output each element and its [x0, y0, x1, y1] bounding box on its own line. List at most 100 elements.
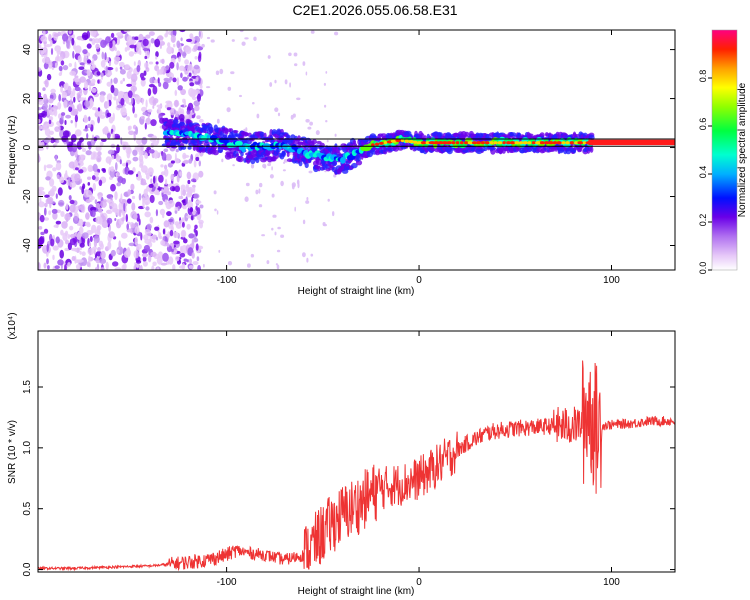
- spectrogram-noise-cell: [129, 44, 137, 49]
- spectrogram-noise-cell: [138, 150, 144, 156]
- spectrogram-noise-cell: [113, 96, 117, 101]
- spectrogram-noise-cell: [111, 154, 115, 160]
- spectrogram-noise-cell: [149, 77, 155, 84]
- spectrogram-noise-cell: [105, 199, 112, 203]
- snr-y-tick-label: 0.5: [22, 501, 33, 515]
- spectrogram-noise-cell: [46, 73, 52, 81]
- spectrogram-noise-cell: [196, 256, 200, 262]
- spectrogram-noise-cell: [58, 65, 63, 72]
- spectrogram-noise-cell: [79, 137, 84, 143]
- spectrogram-noise-cell: [193, 89, 201, 95]
- spectrogram-noise-cell: [136, 139, 142, 145]
- spectrogram-noise-cell: [267, 55, 271, 59]
- spectrogram-track-cell: [539, 132, 545, 138]
- spectrogram-noise-cell: [99, 141, 104, 147]
- spectrogram-noise-cell: [38, 97, 44, 106]
- colorbar-ticks: 0.0 0.2 0.4 0.6 0.8: [698, 70, 712, 274]
- spectrogram-noise-cell: [323, 223, 327, 227]
- spectrogram-noise-cell: [189, 258, 192, 264]
- snr-y-tick-label: 1.5: [22, 380, 33, 394]
- spectrogram-noise-cell: [107, 72, 113, 76]
- spectrogram-track-peak: [375, 142, 380, 146]
- spectrogram-noise-cell: [61, 91, 68, 99]
- spectrogram-noise-cell: [91, 78, 96, 84]
- spectrogram-noise-cell: [334, 31, 339, 36]
- spectrogram-noise-cell: [186, 223, 191, 230]
- spectrogram-noise-cell: [191, 240, 195, 249]
- spectrogram-noise-cell: [83, 55, 87, 65]
- spectrogram-noise-cell: [189, 207, 194, 213]
- spectrogram-noise-cell: [188, 265, 194, 269]
- spectrogram-noise-cell: [92, 58, 95, 67]
- spectrogram-noise-cell: [87, 248, 95, 255]
- spectrogram-noise-cell: [170, 173, 175, 182]
- spectrogram-noise-cell: [67, 262, 71, 267]
- spectrogram-noise-cell: [116, 249, 120, 254]
- spectrogram-noise-cell: [160, 67, 163, 75]
- spectrogram-noise-cell: [96, 71, 101, 76]
- spectrogram-noise-cell: [58, 72, 62, 76]
- spectrogram-noise-cell: [76, 231, 82, 241]
- spectrogram-noise-cell: [54, 62, 58, 68]
- spectrogram-noise-cell: [144, 152, 149, 159]
- spectrogram-noise-cell: [54, 265, 60, 270]
- spectrogram-noise-cell: [88, 255, 91, 263]
- spectrogram-noise-cell: [155, 236, 159, 241]
- spectrogram-noise-cell: [113, 87, 119, 97]
- spectrogram-noise-cell: [124, 94, 127, 102]
- spectrogram-track-peak: [509, 141, 516, 145]
- spectrogram-noise-cell: [38, 119, 41, 123]
- spectrogram-noise-cell: [144, 55, 148, 60]
- spectrogram-noise-cell: [178, 195, 184, 200]
- spectrogram-noise-cell: [116, 104, 124, 109]
- spectrogram-noise-cell: [306, 197, 309, 201]
- spectrogram-noise-cell: [82, 183, 86, 190]
- spectrogram-noise-cell: [57, 101, 62, 110]
- spectrogram-noise-cell: [195, 200, 202, 204]
- spectrogram-noise-cell: [165, 100, 172, 105]
- spectrogram-noise-cell: [170, 34, 176, 43]
- spectrogram-noise-cell: [174, 185, 181, 193]
- spectrogram-noise-cell: [296, 179, 300, 185]
- spectrogram-noise-cell: [305, 119, 310, 123]
- spectrogram-noise-cell: [46, 258, 49, 265]
- spectrogram-track-cell: [298, 160, 303, 167]
- spectrogram-noise-cell: [156, 267, 160, 270]
- spectrogram-noise-cell: [180, 37, 183, 42]
- spectrogram-noise-cell: [46, 164, 53, 169]
- spectrogram-noise-cell: [81, 32, 89, 40]
- spectrogram-noise-cell: [85, 222, 88, 226]
- spectrogram-noise-cell: [92, 183, 97, 192]
- spectrogram-noise-cell: [63, 83, 68, 90]
- spectrogram-noise-cell: [101, 51, 105, 60]
- spectrogram-noise-cell: [163, 148, 169, 153]
- spectrogram-noise-cell: [213, 190, 217, 195]
- spectrogram-noise-cell: [76, 140, 83, 150]
- spectrogram-noise-cell: [121, 232, 128, 239]
- spectrogram-track-peak: [502, 141, 506, 145]
- spectrogram-noise-cell: [334, 133, 337, 137]
- spectrogram-noise-cell: [64, 213, 71, 221]
- spectrogram-noise-cell: [160, 164, 164, 168]
- spectrogram-noise-cell: [38, 113, 45, 118]
- spectrogram-noise-cell: [173, 43, 176, 48]
- spectrogram-noise-cell: [326, 139, 329, 143]
- spectrogram-y-tick-label: -40: [22, 238, 33, 253]
- spectrogram-noise-cell: [116, 50, 121, 57]
- spectrogram-noise-cell: [186, 215, 192, 219]
- spectrogram-noise-cell: [173, 249, 178, 254]
- spectrogram-noise-cell: [173, 240, 180, 245]
- spectrogram-track-peak: [544, 141, 549, 145]
- spectrogram-noise-cell: [54, 45, 61, 52]
- spectrogram-noise-cell: [150, 178, 153, 185]
- spectrogram-noise-cell: [78, 204, 85, 211]
- snr-frame: [37, 330, 676, 573]
- spectrogram-noise-cell: [97, 107, 101, 112]
- spectrogram-noise-cell: [182, 154, 190, 158]
- spectrogram-track-cell: [208, 126, 214, 134]
- spectrogram-noise-cell: [106, 217, 113, 225]
- spectrogram-noise-cell: [315, 130, 320, 136]
- spectrogram-noise-cell: [269, 174, 274, 179]
- spectrogram-noise-cell: [291, 184, 295, 190]
